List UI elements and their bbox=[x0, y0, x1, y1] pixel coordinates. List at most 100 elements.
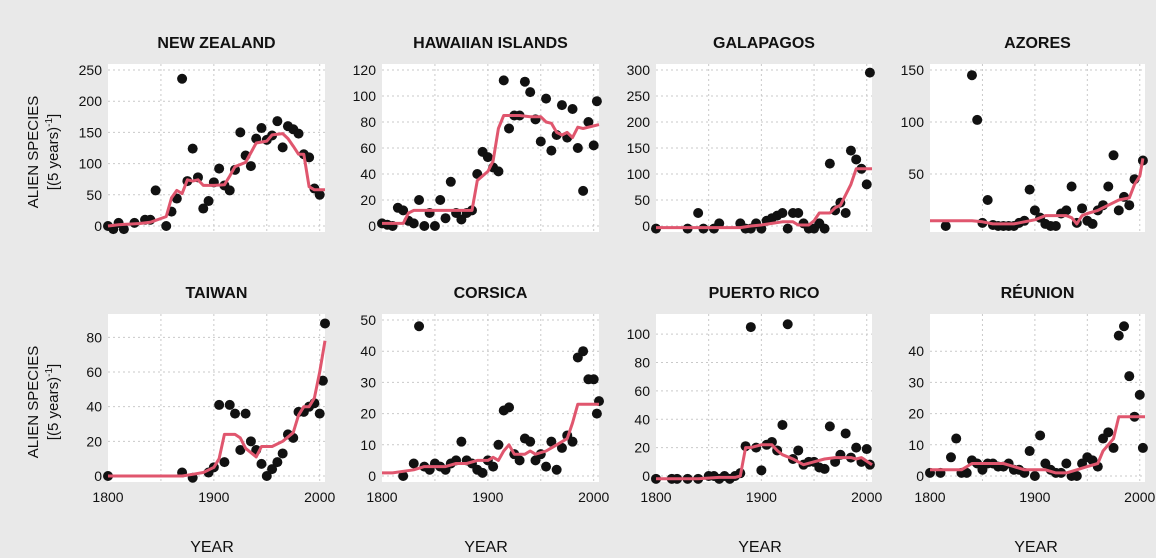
data-point bbox=[578, 346, 589, 357]
y-tick-label: 100 bbox=[79, 156, 103, 172]
data-point bbox=[177, 73, 188, 84]
plot-area bbox=[382, 64, 599, 232]
x-tick-label: 2000 bbox=[304, 489, 335, 505]
data-point bbox=[572, 143, 583, 153]
y-tick-label: 20 bbox=[908, 406, 924, 422]
y-tick-label: 20 bbox=[86, 433, 102, 449]
x-tick-label: 1900 bbox=[1019, 489, 1050, 505]
data-point bbox=[493, 166, 504, 177]
data-point bbox=[477, 467, 488, 478]
data-point bbox=[272, 116, 283, 127]
y-tick-label: 40 bbox=[634, 411, 650, 427]
data-point bbox=[840, 428, 851, 439]
data-point bbox=[824, 421, 835, 432]
trend-line bbox=[107, 132, 325, 228]
data-point bbox=[1113, 330, 1124, 341]
y-tick-label: 60 bbox=[86, 364, 102, 380]
y-tick-label: 30 bbox=[908, 374, 924, 390]
data-point bbox=[1108, 442, 1119, 453]
data-point bbox=[214, 163, 225, 174]
y-tick-label: 80 bbox=[360, 114, 376, 130]
data-point bbox=[445, 176, 456, 187]
panel-title: PUERTO RICO bbox=[709, 285, 820, 302]
y-tick-label: 30 bbox=[360, 374, 376, 390]
plot-area bbox=[108, 314, 325, 482]
trend-line bbox=[382, 402, 599, 475]
y-tick-label: 100 bbox=[353, 88, 377, 104]
data-point bbox=[272, 457, 283, 468]
panel-4: 50 100 150 AZORES bbox=[901, 35, 1148, 232]
y-tick-label: 0 bbox=[642, 468, 650, 484]
data-point bbox=[851, 154, 862, 165]
x-axis-label-col-2: YEAR bbox=[464, 539, 508, 556]
data-point bbox=[551, 464, 562, 475]
y-axis-label-unit-row-2: [(5 years)-1] bbox=[44, 364, 62, 440]
data-point bbox=[498, 75, 509, 86]
data-point bbox=[591, 408, 602, 419]
data-point bbox=[267, 464, 278, 475]
data-point bbox=[1103, 181, 1114, 192]
data-point bbox=[224, 399, 235, 410]
data-point bbox=[219, 457, 230, 468]
y-tick-label: 100 bbox=[627, 326, 651, 342]
data-point bbox=[861, 444, 872, 455]
x-axis-label-col-3: YEAR bbox=[738, 539, 782, 556]
data-point bbox=[429, 221, 440, 231]
data-point bbox=[317, 375, 328, 386]
data-point bbox=[150, 185, 161, 196]
data-point bbox=[588, 140, 599, 151]
panel-2: 0 20 40 60 80 100 120 HAWAIIAN ISLANDS bbox=[353, 35, 602, 234]
data-point bbox=[277, 448, 288, 459]
data-point bbox=[398, 471, 409, 481]
data-point bbox=[256, 458, 267, 469]
data-point bbox=[493, 439, 504, 450]
data-point bbox=[840, 208, 851, 218]
data-point bbox=[693, 208, 704, 218]
data-point bbox=[504, 402, 515, 413]
data-point bbox=[714, 218, 725, 229]
data-point bbox=[556, 100, 567, 111]
data-point bbox=[1134, 389, 1145, 400]
x-tick-label: 1900 bbox=[746, 489, 777, 505]
data-point bbox=[793, 208, 804, 218]
data-point bbox=[1124, 371, 1135, 382]
data-point bbox=[1113, 205, 1124, 216]
panel-title: TAIWAN bbox=[186, 285, 248, 302]
data-point bbox=[745, 322, 756, 333]
y-tick-label: 0 bbox=[94, 468, 102, 484]
y-axis-label-main: ALIEN SPECIES bbox=[25, 96, 42, 209]
data-point bbox=[1124, 200, 1135, 211]
data-point bbox=[777, 208, 788, 218]
data-point bbox=[578, 185, 589, 196]
y-tick-label: 40 bbox=[86, 399, 102, 415]
y-tick-label: 60 bbox=[634, 383, 650, 399]
data-point bbox=[1066, 181, 1077, 192]
y-axis-label-main: ALIEN SPECIES bbox=[25, 346, 42, 459]
y-tick-label: 20 bbox=[360, 192, 376, 208]
data-point bbox=[861, 179, 872, 190]
data-point bbox=[819, 463, 830, 474]
data-point bbox=[314, 408, 325, 419]
data-point bbox=[414, 195, 425, 205]
x-tick-label: 1900 bbox=[198, 489, 229, 505]
panel-title: RÉUNION bbox=[1001, 283, 1075, 302]
y-tick-label: 200 bbox=[79, 93, 103, 109]
y-tick-label: 120 bbox=[353, 62, 377, 78]
y-tick-label: 0 bbox=[642, 218, 650, 234]
plot-area bbox=[382, 314, 599, 482]
data-point bbox=[320, 318, 330, 329]
data-point bbox=[1024, 184, 1035, 195]
y-tick-label: 60 bbox=[360, 140, 376, 156]
data-point bbox=[556, 442, 567, 453]
y-tick-label: 250 bbox=[627, 88, 651, 104]
data-point bbox=[414, 321, 425, 332]
data-point bbox=[845, 145, 856, 156]
y-tick-label: 200 bbox=[627, 114, 651, 130]
x-axis-label-col-4: YEAR bbox=[1014, 539, 1058, 556]
data-point bbox=[541, 93, 552, 104]
data-point bbox=[1077, 203, 1088, 214]
data-point bbox=[240, 408, 251, 419]
panel-1: 0 50 100 150 200 250 NEW ZEALAND bbox=[79, 35, 325, 235]
data-point bbox=[819, 223, 830, 234]
data-point bbox=[951, 433, 962, 444]
